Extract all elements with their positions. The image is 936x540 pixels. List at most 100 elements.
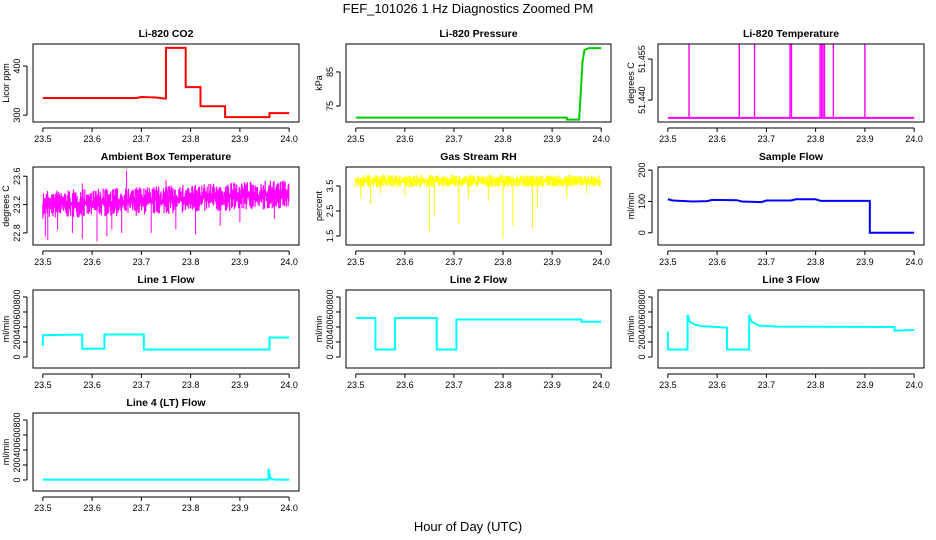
x-tick-label: 23.5 xyxy=(659,134,677,144)
panel-li-820-pressure: Li-820 Pressure 23.5 23.6 23.7 23.8 23.9 24.0 7… xyxy=(314,28,612,144)
panel-title: Li-820 Pressure xyxy=(439,28,517,40)
y-tick-label: 600 xyxy=(325,304,335,319)
y-tick-label: 3.5 xyxy=(325,180,335,193)
panel-line-2-flow: Line 2 Flow 23.5 23.6 23.7 23.8 23.9 24.0 0 2004… xyxy=(314,274,612,390)
panel-line-4-lt-flow: Line 4 (LT) Flow 23.5 23.6 23.7 23.8 23.9 24.0… xyxy=(1,397,300,513)
panel-line-3-flow: Line 3 Flow 23.5 23.6 23.7 23.8 23.9 24.0 0 2004… xyxy=(626,274,925,390)
y-tick-label: 51.455 xyxy=(637,45,647,73)
plot-frame xyxy=(657,43,925,123)
x-tick-label: 23.9 xyxy=(231,134,249,144)
x-tick-label: 23.6 xyxy=(83,134,101,144)
x-tick-label: 23.6 xyxy=(83,503,101,513)
series-line xyxy=(667,198,915,234)
panel-title: Line 1 Flow xyxy=(137,274,195,286)
x-tick-label: 23.5 xyxy=(34,257,52,267)
series-line xyxy=(41,333,290,351)
y-tick-label: 0 xyxy=(637,230,647,235)
x-tick-label: 23.9 xyxy=(543,257,561,267)
panel-li-820-co2: Li-820 CO2 23.5 23.6 23.7 23.8 23.9 24.0 300 400… xyxy=(1,28,300,144)
x-axis: 23.5 23.6 23.7 23.8 23.9 24.0 xyxy=(34,127,298,144)
series xyxy=(667,44,915,119)
x-tick-label: 24.0 xyxy=(280,503,298,513)
series-line xyxy=(42,46,290,119)
x-tick-label: 23.6 xyxy=(396,380,414,390)
plot-frame xyxy=(345,166,612,246)
y-tick-label: 600 xyxy=(637,304,647,319)
y-tick-label: 400 xyxy=(12,442,22,457)
y-tick-label: 300 xyxy=(12,108,22,123)
x-tick-label: 24.0 xyxy=(592,134,610,144)
x-tick-label: 23.8 xyxy=(182,503,200,513)
x-axis: 23.5 23.6 23.7 23.8 23.9 24.0 xyxy=(347,127,610,144)
y-tick-label: 200 xyxy=(12,457,22,472)
series xyxy=(41,333,290,351)
plot-frame xyxy=(32,43,300,123)
x-tick-label: 23.6 xyxy=(83,257,101,267)
x-tick-label: 23.6 xyxy=(396,134,414,144)
series xyxy=(355,174,602,239)
x-tick-label: 23.8 xyxy=(494,257,512,267)
x-tick-label: 24.0 xyxy=(905,257,923,267)
x-tick-label: 23.7 xyxy=(445,257,463,267)
x-tick-label: 23.6 xyxy=(708,380,726,390)
y-tick-label: 1.5 xyxy=(325,230,335,243)
panel-gas-stream-rh: Gas Stream RH 23.5 23.6 23.7 23.8 23.9 24.0 1.5… xyxy=(314,151,612,267)
y-tick-label: 22.8 xyxy=(12,224,22,242)
x-tick-label: 23.9 xyxy=(543,134,561,144)
x-tick-label: 23.8 xyxy=(494,134,512,144)
y-tick-label: 0 xyxy=(325,354,335,359)
x-tick-label: 23.7 xyxy=(133,257,151,267)
y-tick-label: 800 xyxy=(325,289,335,304)
x-tick-label: 23.7 xyxy=(758,134,776,144)
x-axis-label: Hour of Day (UTC) xyxy=(414,519,522,534)
panel-title: Gas Stream RH xyxy=(440,151,516,163)
x-tick-label: 23.8 xyxy=(807,134,825,144)
figure-title: FEF_101026 1 Hz Diagnostics Zoomed PM xyxy=(343,1,594,16)
plot-frame xyxy=(32,289,300,369)
x-tick-label: 23.5 xyxy=(659,380,677,390)
x-axis: 23.5 23.6 23.7 23.8 23.9 24.0 xyxy=(659,250,923,267)
y-axis-label: Licor ppm xyxy=(1,63,11,103)
series xyxy=(355,316,602,351)
x-tick-label: 23.9 xyxy=(856,257,874,267)
y-tick-label: 23.2 xyxy=(12,196,22,214)
y-axis-label: kPa xyxy=(314,75,324,91)
panel-line-1-flow: Line 1 Flow 23.5 23.6 23.7 23.8 23.9 24.0 0 2004… xyxy=(1,274,300,390)
x-tick-label: 23.9 xyxy=(543,380,561,390)
panel-title: Sample Flow xyxy=(759,151,824,163)
x-tick-label: 24.0 xyxy=(905,134,923,144)
x-tick-label: 24.0 xyxy=(592,380,610,390)
x-tick-label: 23.7 xyxy=(133,380,151,390)
x-tick-label: 23.5 xyxy=(347,257,365,267)
x-axis: 23.5 23.6 23.7 23.8 23.9 24.0 xyxy=(34,496,298,513)
panel-title: Li-820 Temperature xyxy=(743,28,839,40)
y-tick-label: 200 xyxy=(637,163,647,178)
y-tick-label: 23.6 xyxy=(12,167,22,185)
panel-li-820-temperature: Li-820 Temperature 23.5 23.6 23.7 23.8 23.9 24… xyxy=(626,28,925,144)
x-tick-label: 23.6 xyxy=(708,257,726,267)
x-tick-label: 23.6 xyxy=(83,380,101,390)
x-tick-label: 23.7 xyxy=(445,380,463,390)
y-axis-label: ml/min xyxy=(626,193,636,220)
x-tick-label: 23.8 xyxy=(182,380,200,390)
y-tick-label: 100 xyxy=(637,194,647,209)
y-tick-label: 400 xyxy=(12,319,22,334)
y-tick-label: 200 xyxy=(12,334,22,349)
x-tick-label: 23.7 xyxy=(133,503,151,513)
x-tick-label: 23.7 xyxy=(758,380,776,390)
x-tick-label: 23.7 xyxy=(758,257,776,267)
y-axis-label: ml/min xyxy=(1,439,11,466)
x-axis: 23.5 23.6 23.7 23.8 23.9 24.0 xyxy=(34,250,298,267)
x-tick-label: 24.0 xyxy=(280,380,298,390)
x-tick-label: 23.8 xyxy=(182,257,200,267)
y-axis-label: ml/min xyxy=(626,316,636,343)
x-tick-label: 24.0 xyxy=(905,380,923,390)
x-axis: 23.5 23.6 23.7 23.8 23.9 24.0 xyxy=(347,250,610,267)
series-line xyxy=(355,316,602,351)
